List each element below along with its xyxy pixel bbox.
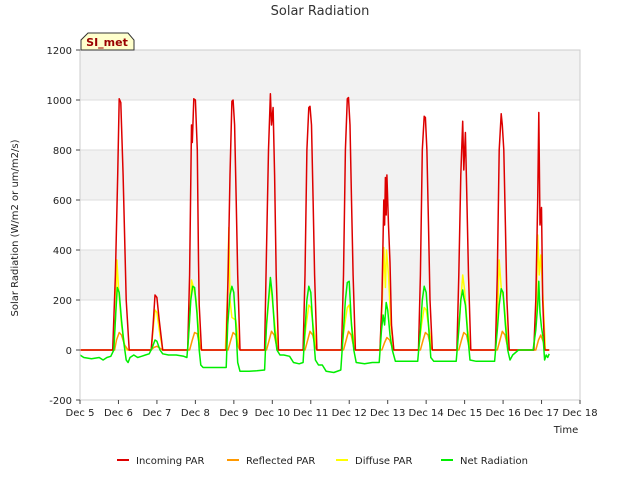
series-line-net-radiation xyxy=(79,276,550,374)
x-axis-ticks: Dec 5 Dec 6 Dec 7 Dec 8 Dec 9 Dec 10 Dec 11 Dec… xyxy=(66,400,598,419)
legend-label: Net Radiation xyxy=(460,456,528,467)
shaded-band-1 xyxy=(80,150,580,200)
y-tick-label: 200 xyxy=(53,296,72,307)
x-tick-label: Dec 11 xyxy=(293,408,328,419)
x-tick-label: Dec 18 xyxy=(562,408,597,419)
y-axis-ticks: -200 0 200 400 600 800 1000 1200 xyxy=(47,46,80,407)
x-axis-title: Time xyxy=(553,425,578,436)
plot-frame xyxy=(79,49,581,401)
x-tick-label: Dec 6 xyxy=(104,408,133,419)
y-tick-label: -200 xyxy=(49,396,72,407)
x-tick-label: Dec 16 xyxy=(485,408,520,419)
x-tick-label: Dec 13 xyxy=(370,408,405,419)
y-tick-label: 400 xyxy=(53,246,72,257)
legend-label: Diffuse PAR xyxy=(355,456,412,467)
x-tick-label: Dec 7 xyxy=(142,408,171,419)
shaded-band-0 xyxy=(80,250,580,300)
series-lines xyxy=(79,93,550,374)
legend-label: Incoming PAR xyxy=(136,456,205,467)
x-tick-label: Dec 10 xyxy=(255,408,290,419)
shaded-band-2 xyxy=(80,50,580,100)
site-label: SI_met xyxy=(86,36,128,49)
legend: Incoming PAR Reflected PAR Diffuse PAR Net … xyxy=(117,456,528,467)
x-tick-label: Dec 14 xyxy=(409,408,444,419)
x-tick-label: Dec 8 xyxy=(181,408,210,419)
series-line-incoming-par xyxy=(80,93,550,351)
y-tick-label: 800 xyxy=(53,146,72,157)
chart-title: Solar Radiation xyxy=(271,4,370,19)
x-tick-label: Dec 5 xyxy=(66,408,95,419)
legend-label: Reflected PAR xyxy=(246,456,315,467)
y-tick-label: 600 xyxy=(53,196,72,207)
y-tick-label: 1200 xyxy=(47,46,72,57)
x-tick-label: Dec 15 xyxy=(447,408,482,419)
x-tick-label: Dec 17 xyxy=(524,408,559,419)
y-tick-label: 0 xyxy=(66,346,72,357)
x-tick-label: Dec 9 xyxy=(219,408,248,419)
x-tick-label: Dec 12 xyxy=(332,408,367,419)
y-tick-label: 1000 xyxy=(47,96,72,107)
site-label-box: SI_met xyxy=(80,32,135,51)
y-axis-title: Solar Radiation (W/m2 or um/m2/s) xyxy=(10,139,21,316)
